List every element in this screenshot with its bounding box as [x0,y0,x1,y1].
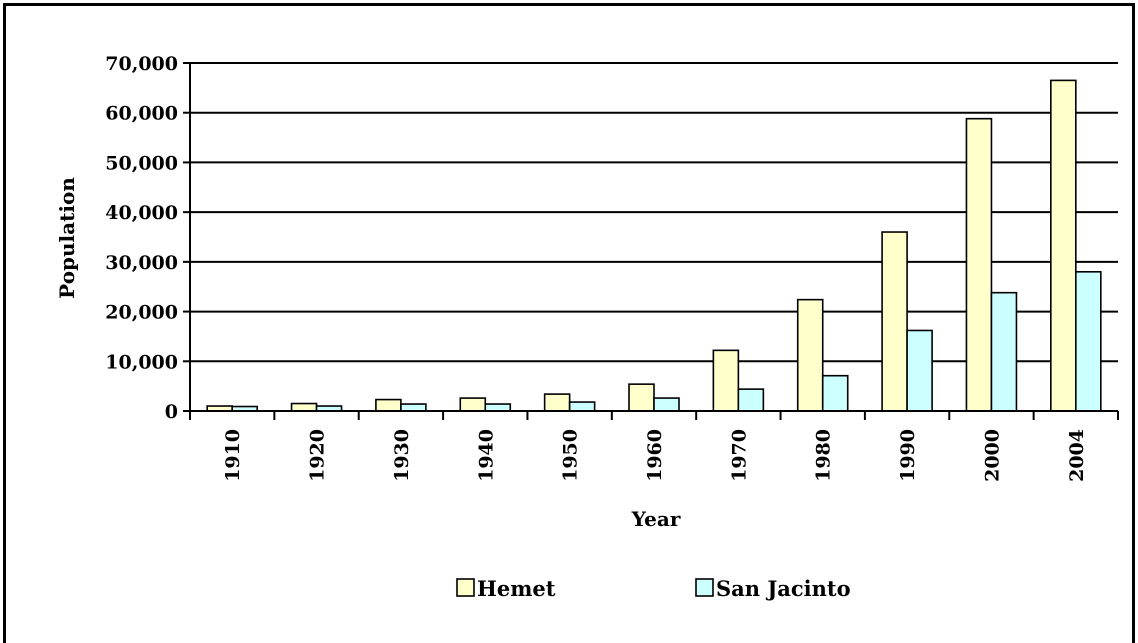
x-tick-label: 1970 [728,429,750,482]
population-bar-chart: 0 10,000 20,000 30,000 40,000 50,000 60,000 70,… [55,53,1119,601]
bar-san-jacinto-1950 [568,401,596,412]
bar-san-jacinto-1930 [400,403,427,412]
x-tick-label: 1920 [307,429,329,482]
bar-hemet-1980 [796,298,824,412]
y-tick-labels: 0 10,000 20,000 30,000 40,000 50,000 60,000 70,… [105,53,178,423]
bar-san-jacinto-1940 [484,403,512,412]
bar-hemet-2004 [1050,79,1077,412]
legend-swatch-hemet [456,578,475,597]
bar-san-jacinto-1970 [737,388,765,412]
legend: Hemet San Jacinto [456,576,851,601]
x-tick-label: 2000 [981,429,1003,482]
y-tick-label: 10,000 [105,351,178,373]
x-tick-label: 1930 [391,429,413,482]
y-tick-label: 40,000 [105,202,178,224]
bar-san-jacinto-2000 [990,291,1018,412]
chart-frame [3,3,1135,643]
legend-label-hemet: Hemet [477,576,556,601]
bar-hemet-1950 [543,393,571,412]
bar-hemet-1920 [290,402,318,412]
legend-swatch-san-jacinto [695,578,714,597]
bar-san-jacinto-1960 [653,397,680,412]
y-tick-label: 0 [165,401,178,423]
x-tick-label: 1940 [475,429,497,482]
y-tick-label: 30,000 [105,252,178,274]
y-tick-label: 70,000 [105,53,178,75]
x-tick-label: 1960 [644,429,666,482]
x-tick-label: 1980 [813,429,835,482]
bar-hemet-1970 [712,349,740,412]
x-tick-labels: 1910 1920 1930 1940 1950 1960 1970 1980 1990 2000… [222,429,1088,482]
bar-hemet-1930 [375,398,402,412]
legend-label-san-jacinto: San Jacinto [716,576,851,601]
bar-san-jacinto-2004 [1075,270,1102,412]
axes [183,62,1119,420]
y-axis-title: Population [55,177,79,299]
y-tick-label: 50,000 [105,152,178,174]
y-tick-label: 20,000 [105,302,178,324]
bar-hemet-1990 [881,231,908,412]
x-tick-label: 2004 [1066,429,1088,482]
x-tick-label: 1990 [897,429,919,482]
x-tick-label: 1950 [560,429,582,482]
x-axis-title: Year [631,507,681,531]
bar-san-jacinto-1980 [821,374,849,412]
gridlines [190,62,1118,363]
bar-hemet-2000 [965,117,993,412]
bar-san-jacinto-1990 [906,329,933,412]
bar-hemet-1960 [628,383,655,412]
y-tick-label: 60,000 [105,103,178,125]
bar-hemet-1940 [459,397,487,412]
bars [206,79,1102,412]
x-tick-label: 1910 [222,429,244,482]
